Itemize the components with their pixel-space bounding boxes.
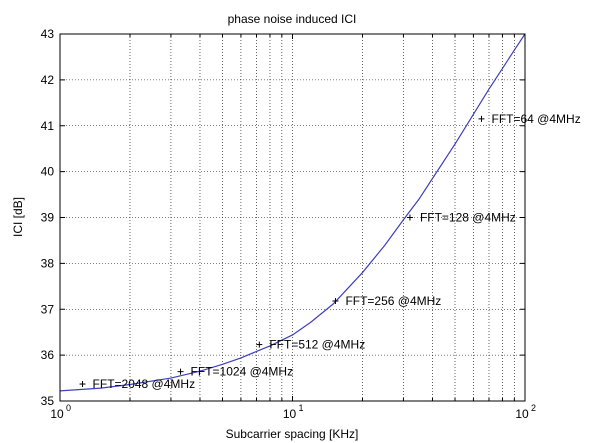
x-tick-label: 10 2 [515, 403, 536, 421]
y-tick-label: 41 [41, 119, 55, 133]
y-tick-label: 39 [41, 211, 55, 225]
fft-annotation: FFT=512 @4MHz [269, 338, 365, 352]
fft-annotation: FFT=1024 @4MHz [191, 365, 294, 379]
fft-marker: FFT=2048 @4MHz [79, 377, 196, 391]
chart-title: phase noise induced ICI [228, 12, 357, 26]
x-tick-label-base: 10 [283, 407, 297, 421]
fft-marker: FFT=256 @4MHz [332, 294, 441, 308]
ici-curve [59, 33, 526, 392]
x-tick-label-base: 10 [515, 407, 529, 421]
x-tick-label-base: 10 [50, 407, 64, 421]
x-axis-label: Subcarrier spacing [KHz] [226, 427, 359, 441]
fft-marker: FFT=64 @4MHz [478, 112, 581, 126]
y-tick-label: 40 [41, 165, 55, 179]
fft-annotation: FFT=2048 @4MHz [93, 377, 196, 391]
x-tick-label-exponent: 0 [66, 403, 71, 413]
x-tick-label: 10 1 [283, 403, 304, 421]
x-tick-label: 10 0 [50, 403, 71, 421]
fft-annotation: FFT=256 @4MHz [345, 294, 441, 308]
grid [60, 34, 525, 401]
x-tick-label-exponent: 2 [531, 403, 536, 413]
fft-annotation: FFT=128 @4MHz [420, 211, 516, 225]
fft-marker: FFT=1024 @4MHz [177, 365, 294, 379]
y-tick-label: 36 [41, 348, 55, 362]
y-axis-label: ICI [dB] [11, 197, 25, 237]
fft-marker: FFT=512 @4MHz [256, 338, 365, 352]
fft-marker: FFT=128 @4MHz [406, 211, 516, 225]
y-tick-label: 43 [41, 27, 55, 41]
series-layer [59, 33, 526, 392]
y-tick-label: 35 [41, 394, 55, 408]
y-tick-label: 38 [41, 256, 55, 270]
fft-annotation: FFT=64 @4MHz [492, 112, 581, 126]
plot-frame [59, 33, 526, 402]
x-tick-label-exponent: 1 [299, 403, 304, 413]
y-tick-label: 42 [41, 73, 55, 87]
y-tick-label: 37 [41, 302, 55, 316]
